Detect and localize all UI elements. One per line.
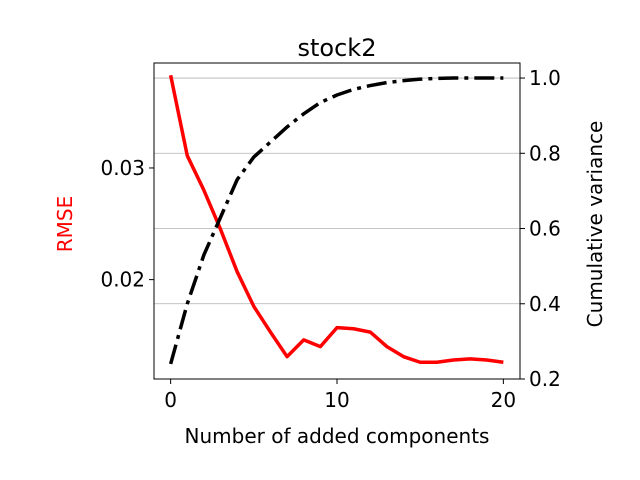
x-axis-label: Number of added components xyxy=(185,424,490,448)
right-y-tick-label-0: 0.2 xyxy=(529,367,561,391)
right-y-tick-label-3: 0.8 xyxy=(529,141,561,165)
axes-frame xyxy=(153,62,521,380)
left-y-tick-label-1: 0.03 xyxy=(100,156,145,180)
left-axis-label: RMSE xyxy=(53,196,77,252)
right-y-tick-label-2: 0.6 xyxy=(529,217,561,241)
grid-lines xyxy=(154,77,520,380)
x-tick-label-1: 10 xyxy=(324,388,349,412)
x-tick-label-0: 0 xyxy=(164,388,177,412)
series-layer xyxy=(168,74,504,365)
left-y-tick-label-0: 0.02 xyxy=(100,268,145,292)
right-axis-label: Cumulative variance xyxy=(583,121,607,328)
right-y-tick-label-1: 0.4 xyxy=(529,292,561,316)
series-line-cumulative-variance xyxy=(168,76,504,365)
chart-title: stock2 xyxy=(298,34,377,62)
right-y-tick-label-4: 1.0 xyxy=(529,66,561,90)
tick-layer: 0 10 20 0.02 0.03 0.2 0.4 0.6 0.8 1.0 xyxy=(100,66,560,412)
series-line-rmse xyxy=(168,74,504,364)
plot-frame xyxy=(153,62,521,380)
x-tick-label-2: 20 xyxy=(491,388,516,412)
